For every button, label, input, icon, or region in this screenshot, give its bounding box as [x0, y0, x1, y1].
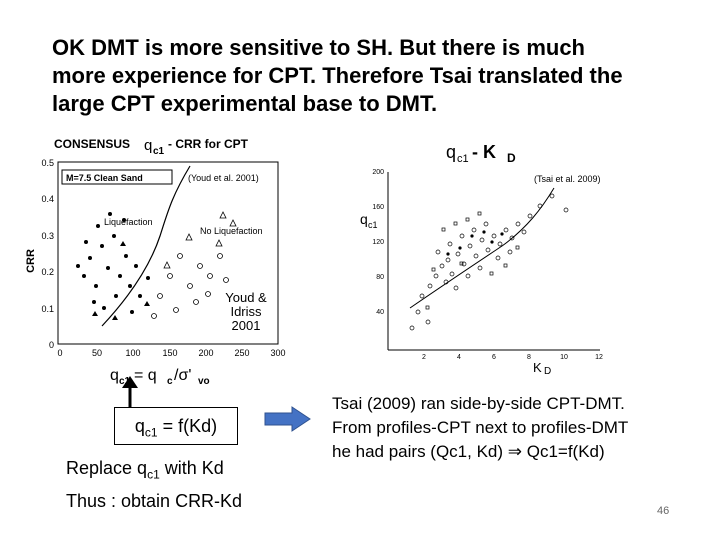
right-x-ticks: 2 4 6 8 10 12 — [422, 354, 603, 361]
up-arrow-icon — [122, 376, 138, 408]
qc1-function-box: qc1 = f(Kd) — [114, 407, 238, 445]
page-number: 46 — [657, 505, 670, 517]
liquefaction-label: Liquefaction — [104, 217, 153, 227]
right-xlabel-sub: D — [544, 366, 551, 376]
xtick-100: 100 — [125, 348, 140, 358]
qc1-kd-fit-curve — [409, 187, 555, 309]
replace-text: Replace qc1 with Kd Thus : obtain CRR-Kd — [66, 455, 242, 514]
left-xlabel-sub2: c — [167, 376, 173, 386]
youd-label-3: 2001 — [232, 318, 261, 333]
liquefaction-points — [76, 212, 150, 320]
title-line-3: large CPT experimental base to DMT. — [52, 91, 438, 116]
ytick-05: 0.5 — [41, 158, 54, 168]
youd-label-1: Youd & — [225, 290, 267, 305]
rytick-200: 200 — [372, 169, 384, 176]
qc1-box-q: q — [134, 416, 145, 436]
rytick-160: 160 — [372, 204, 384, 211]
rxtick-2: 2 — [422, 354, 426, 361]
rxtick-6: 6 — [492, 354, 496, 361]
rxtick-12: 12 — [595, 354, 603, 361]
tsai-description: Tsai (2009) ran side-by-side CPT-DMT. Fr… — [332, 392, 628, 464]
left-chart-header-rest: - CRR for CPT — [168, 137, 249, 151]
ytick-03: 0.3 — [41, 231, 54, 241]
xtick-300: 300 — [270, 348, 285, 358]
title-line-2: more experience for CPT. Therefore Tsai … — [52, 63, 623, 88]
ytick-0: 0 — [49, 340, 54, 350]
slide-title: OK DMT is more sensitive to SH. But ther… — [52, 34, 692, 118]
ytick-04: 0.4 — [41, 194, 54, 204]
right-title-sub: c1 — [457, 153, 469, 165]
title-line-1: OK DMT is more sensitive to SH. But ther… — [52, 35, 585, 60]
legend-text: M=7.5 Clean Sand — [66, 173, 143, 183]
ytick-02: 0.2 — [41, 267, 54, 277]
rytick-80: 80 — [376, 274, 384, 281]
xtick-50: 50 — [92, 348, 102, 358]
right-title-q: q — [446, 142, 456, 162]
replace-line-1b: with Kd — [159, 458, 224, 478]
left-y-ticks: 0.5 0.4 0.3 0.2 0.1 0 — [41, 158, 54, 350]
right-ylabel-sub: c1 — [368, 220, 378, 230]
qc1-box-sub: c1 — [144, 425, 158, 440]
left-ref: (Youd et al. 2001) — [188, 173, 259, 183]
left-xlabel-q: q — [110, 367, 119, 384]
rxtick-10: 10 — [560, 354, 568, 361]
right-ylabel-q: q — [360, 211, 368, 227]
replace-line-1: Replace qc1 with Kd — [66, 455, 242, 488]
left-chart-header: CONSENSUS — [54, 137, 130, 151]
replace-line-2: Thus : obtain CRR-Kd — [66, 490, 243, 511]
xtick-150: 150 — [162, 348, 177, 358]
qc1-kd-points — [409, 193, 569, 331]
ytick-01: 0.1 — [41, 304, 54, 314]
rxtick-4: 4 — [457, 354, 461, 361]
rxtick-8: 8 — [527, 354, 531, 361]
right-arrow-icon — [264, 406, 311, 432]
xtick-0: 0 — [57, 348, 62, 358]
qc1-kd-points-filled — [446, 230, 504, 256]
rytick-120: 120 — [372, 239, 384, 246]
right-xlabel-k: K — [533, 360, 542, 375]
replace-line-1-sub: c1 — [147, 467, 160, 482]
left-chart-header-sub: c1 — [153, 146, 165, 157]
left-y-label: CRR — [25, 249, 37, 273]
qc1-box-rest: = f(Kd) — [157, 416, 218, 436]
crr-boundary-curve — [101, 165, 191, 327]
left-xlabel-eq: = q — [134, 367, 157, 384]
tsai-line-1: Tsai (2009) ran side-by-side CPT-DMT. — [332, 394, 625, 413]
right-y-ticks: 200 160 120 80 40 — [372, 169, 384, 316]
tsai-line-2: From profiles-CPT next to profiles-DMT — [332, 418, 629, 437]
replace-line-1a: Replace q — [66, 458, 148, 478]
right-chart-qc1-kd: q c1 - K D (Tsai et al. 2009) 200 160 12… — [360, 142, 603, 376]
left-xlabel-sub: c1 — [119, 376, 131, 386]
left-chart-header-q: q — [144, 137, 152, 154]
xtick-200: 200 — [198, 348, 213, 358]
no-liquefaction-points — [151, 211, 237, 319]
youd-label-2: Idriss — [230, 304, 262, 319]
rytick-40: 40 — [376, 309, 384, 316]
right-title-sub2: D — [507, 151, 516, 165]
no-liquefaction-label: No Liquefaction — [200, 226, 263, 236]
left-x-ticks: 0 50 100 150 200 250 300 — [57, 348, 285, 358]
xtick-250: 250 — [234, 348, 249, 358]
tsai-line-3: he had pairs (Qc1, Kd) ⇒ Qc1=f(Kd) — [332, 442, 605, 461]
right-ref: (Tsai et al. 2009) — [534, 174, 601, 184]
left-plot-frame — [57, 161, 279, 345]
legend-box — [61, 169, 173, 185]
left-xlabel-sub3: vo — [198, 376, 210, 386]
right-title-rest: - K — [472, 142, 496, 162]
left-xlabel-rest: /σ' — [174, 367, 191, 384]
left-chart-qc1-crr: CONSENSUS q c1 - CRR for CPT 0.5 0.4 0.3… — [25, 137, 286, 386]
